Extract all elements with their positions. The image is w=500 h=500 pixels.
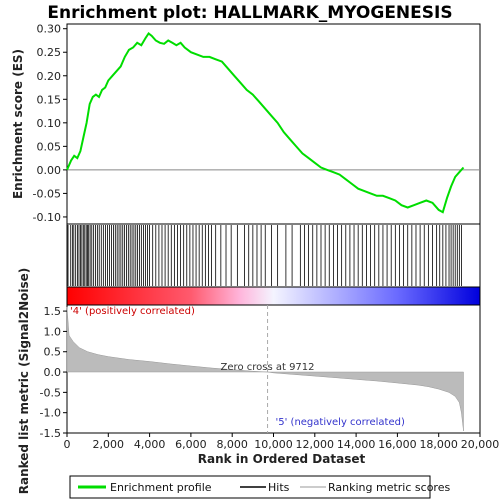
top-y-tick-label: 0.05 bbox=[37, 140, 62, 153]
rank-y-tick-label: -1.0 bbox=[40, 407, 61, 420]
legend-enrichment-label: Enrichment profile bbox=[110, 481, 212, 494]
rank-y-ticks: -1.5 -1.0 -0.5 0.0 0.5 1.0 1.5 bbox=[40, 305, 67, 440]
top-panel-frame bbox=[66, 23, 481, 225]
chart-title: Enrichment plot: HALLMARK_MYOGENESIS bbox=[47, 3, 452, 23]
top-y-tick-label: 0.25 bbox=[37, 46, 62, 59]
hits-panel-frame bbox=[66, 223, 481, 288]
top-panel: -0.10 -0.05 0.00 0.05 0.10 0.15 0.20 0.25 0.30 E… bbox=[11, 23, 481, 225]
x-tick-label: 12,000 bbox=[296, 438, 335, 451]
positive-correlation-label: '4' (positively correlated) bbox=[70, 306, 195, 317]
rank-panel: Zero cross at 9712 '4' (positively corre… bbox=[17, 268, 499, 495]
x-tick-label: 2,000 bbox=[93, 438, 125, 451]
x-tick-label: 18,000 bbox=[419, 438, 458, 451]
x-tick-label: 6,000 bbox=[175, 438, 207, 451]
x-tick-label: 14,000 bbox=[337, 438, 376, 451]
legend-ranking-label: Ranking metric scores bbox=[328, 481, 450, 494]
rank-y-tick-label: 1.0 bbox=[44, 325, 62, 338]
ranking-metric-area bbox=[66, 306, 464, 432]
x-tick-label: 16,000 bbox=[378, 438, 417, 451]
x-tick-label: 0 bbox=[64, 438, 71, 451]
hits-panel bbox=[66, 223, 481, 288]
legend: Enrichment profile Hits Ranking metric s… bbox=[69, 475, 450, 499]
top-y-axis-label: Enrichment score (ES) bbox=[11, 49, 25, 199]
rank-y-tick-label: -0.5 bbox=[40, 386, 61, 399]
top-y-tick-label: 0.30 bbox=[37, 23, 62, 36]
x-tick-label: 4,000 bbox=[134, 438, 166, 451]
heatmap-bar bbox=[66, 286, 481, 306]
rank-y-tick-label: -1.5 bbox=[40, 427, 61, 440]
legend-hits-label: Hits bbox=[268, 481, 290, 494]
x-tick-label: 8,000 bbox=[216, 438, 248, 451]
rank-y-axis-label: Ranked list metric (Signal2Noise) bbox=[17, 268, 31, 495]
enrichment-profile-line bbox=[66, 31, 465, 214]
rank-y-tick-label: 0.0 bbox=[44, 366, 62, 379]
x-tick-label: 20,000 bbox=[461, 438, 500, 451]
hit-markers bbox=[67, 225, 462, 286]
top-y-tick-label: -0.10 bbox=[33, 211, 61, 224]
top-y-tick-label: -0.05 bbox=[33, 187, 61, 200]
top-y-tick-label: 0.20 bbox=[37, 70, 62, 83]
negative-correlation-label: '5' (negatively correlated) bbox=[276, 417, 405, 428]
ranking-heatmap-strip bbox=[67, 287, 480, 305]
x-ticks: 0 2,000 4,000 6,000 8,000 10,000 12,000 14,000 1… bbox=[64, 433, 500, 451]
top-y-tick-label: 0.00 bbox=[37, 164, 62, 177]
x-axis-label: Rank in Ordered Dataset bbox=[198, 452, 366, 466]
rank-y-tick-label: 1.5 bbox=[44, 305, 62, 318]
rank-y-tick-label: 0.5 bbox=[44, 346, 62, 359]
x-tick-label: 10,000 bbox=[254, 438, 293, 451]
top-y-tick-label: 0.15 bbox=[37, 93, 62, 106]
top-y-tick-label: 0.10 bbox=[37, 117, 62, 130]
top-y-ticks: -0.10 -0.05 0.00 0.05 0.10 0.15 0.20 0.25 0.30 bbox=[33, 23, 67, 224]
zero-cross-label: Zero cross at 9712 bbox=[221, 362, 315, 373]
